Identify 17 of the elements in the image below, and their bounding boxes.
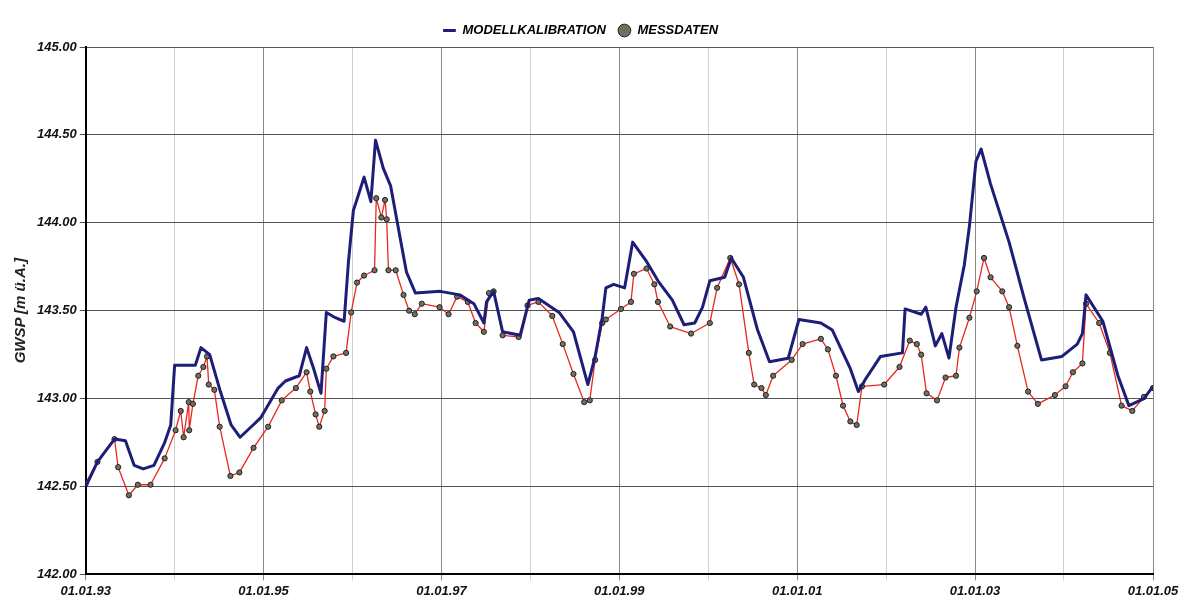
legend-label: MESSDATEN [637, 22, 719, 38]
legend-label: MODELLKALIBRATION [462, 22, 607, 38]
y-tick-label: 143.50 [37, 302, 78, 318]
x-tick-label: 01.01.97 [416, 582, 468, 598]
y-tick-label: 142.50 [37, 478, 78, 494]
y-tick-label: 144.00 [37, 214, 78, 230]
y-tick-label: 143.00 [37, 390, 78, 406]
y-tick-label: 144.50 [37, 126, 78, 142]
x-tick-label: 01.01.03 [949, 582, 1002, 598]
y-axis-title: GWSP [m ü.A.] [11, 257, 29, 364]
x-tick-label: 01.01.05 [1127, 582, 1180, 598]
x-tick-label: 01.01.99 [593, 582, 646, 598]
y-tick-label: 145.00 [37, 38, 78, 54]
y-tick-label: 142.00 [37, 565, 78, 581]
x-tick-label: 01.01.01 [771, 582, 823, 598]
x-tick-label: 01.01.93 [60, 582, 112, 598]
x-tick-label: 01.01.95 [238, 582, 290, 598]
